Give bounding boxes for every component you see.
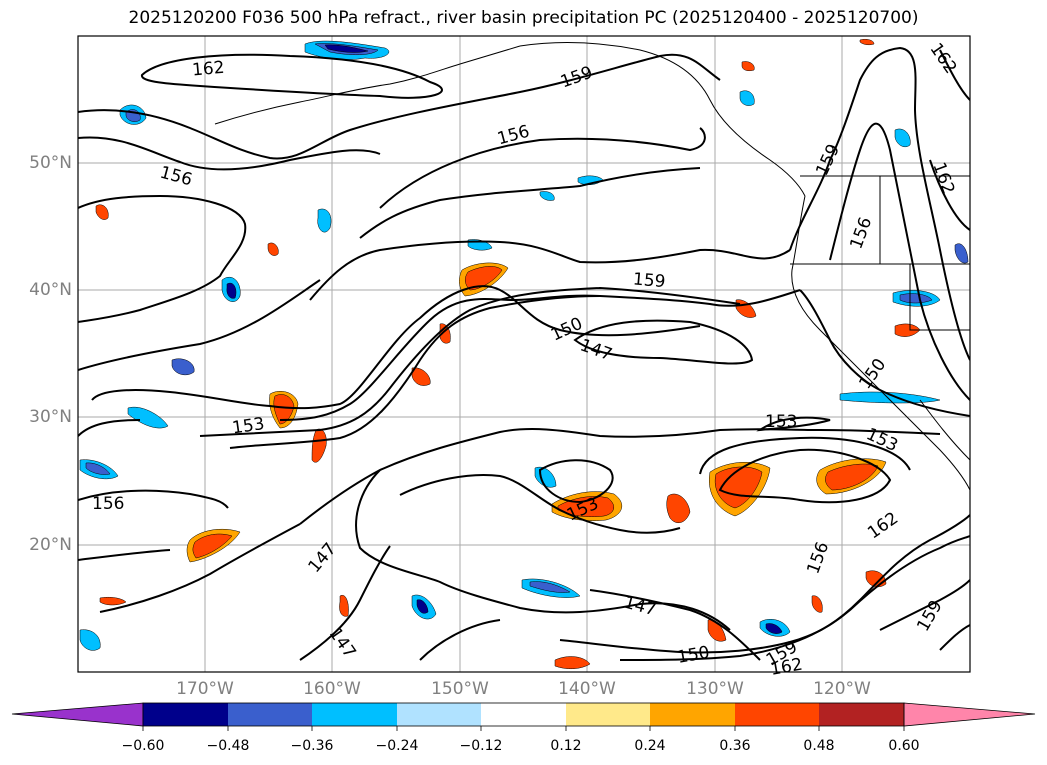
colorbar-segment: [143, 703, 228, 726]
colorbar-segment: [819, 703, 904, 726]
colorbar-segment: [735, 703, 819, 726]
colorbar-min-extend: [11, 702, 144, 727]
colorbar-tick-label: 0.24: [634, 738, 666, 754]
lon-label-160w: 160°W: [303, 679, 361, 699]
colorbar: [11, 702, 1036, 731]
contour-label: 156: [92, 494, 124, 514]
contour-162-closed: [141, 53, 443, 99]
lon-label-170w: 170°W: [176, 679, 234, 699]
contour-label: 153: [231, 414, 266, 438]
colorbar-segment: [228, 703, 312, 726]
colorbar-tick-label: −0.12: [459, 738, 503, 754]
colorbar-segment: [397, 703, 481, 726]
contour-label: 153: [765, 412, 797, 432]
contour-label: 159: [632, 269, 666, 292]
lat-label-50n: 50°N: [29, 153, 72, 173]
colorbar-segment: [566, 703, 650, 726]
colorbar-frame: [142, 702, 905, 727]
colorbar-tick-label: 0.36: [719, 738, 751, 754]
colorbar-tick-label: −0.48: [206, 738, 250, 754]
colorbar-tick-label: 0.12: [550, 738, 582, 754]
contour-label: 162: [769, 655, 804, 680]
lon-label-150w: 150°W: [431, 679, 489, 699]
lon-label-120w: 120°W: [813, 679, 871, 699]
colorbar-tick-label: 0.48: [803, 738, 835, 754]
lat-label-20n: 20°N: [29, 535, 72, 555]
refractivity-contours: [78, 46, 970, 661]
colorbar-tick-label: −0.36: [290, 738, 334, 754]
lon-label-130w: 130°W: [686, 679, 744, 699]
colorbar-tick-label: −0.24: [375, 738, 419, 754]
contour-label: 162: [191, 58, 225, 81]
colorbar-segment: [481, 703, 566, 726]
map-frame: [77, 35, 971, 673]
lat-label-30n: 30°N: [29, 407, 72, 427]
colorbar-segment: [650, 703, 735, 726]
lon-label-140w: 140°W: [558, 679, 616, 699]
lat-label-40n: 40°N: [29, 280, 72, 300]
coastlines: [214, 42, 970, 491]
precipitation-pc-shading: [79, 38, 969, 669]
colorbar-tick-label: −0.60: [121, 738, 165, 754]
map-title: 2025120200 F036 500 hPa refract., river …: [128, 8, 919, 28]
colorbar-max-extend: [903, 702, 1036, 727]
colorbar-tick-label: 0.60: [888, 738, 920, 754]
colorbar-segment: [312, 703, 397, 726]
contour-147-closed: [573, 319, 754, 365]
